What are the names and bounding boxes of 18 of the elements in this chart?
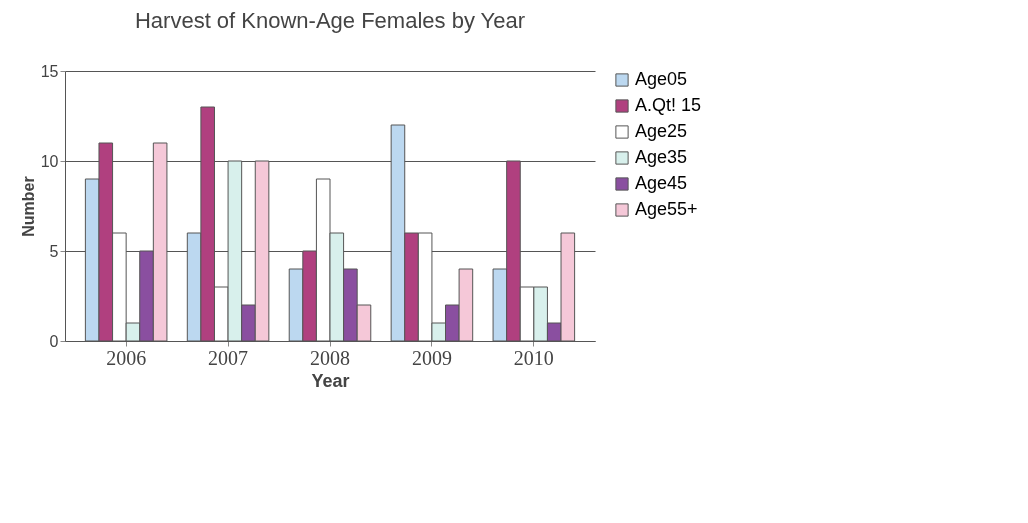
legend-label: Age05	[635, 69, 688, 89]
x-tick-label: 2007	[208, 346, 249, 369]
x-tick-label: 2010	[513, 346, 554, 369]
x-tick-label: 2008	[310, 346, 350, 369]
legend-label: Age45	[635, 173, 688, 193]
y-axis-title: Number	[19, 176, 37, 237]
legend-label: Age55+	[635, 199, 698, 219]
y-tick-label: 15	[40, 62, 59, 80]
x-axis-title: Year	[311, 370, 350, 391]
legend-label: Age25	[635, 121, 688, 141]
chart-title: Harvest of Known-Age Females by Year	[134, 8, 526, 33]
x-tick-label: 2006	[106, 346, 147, 369]
y-tick-label: 5	[49, 242, 59, 260]
legend-label: A.Qt! 15	[635, 95, 702, 115]
legend-label: Age35	[635, 147, 688, 167]
y-tick-label: 10	[40, 152, 59, 170]
x-tick-label: 2009	[411, 346, 452, 369]
y-tick-label: 0	[49, 332, 59, 350]
